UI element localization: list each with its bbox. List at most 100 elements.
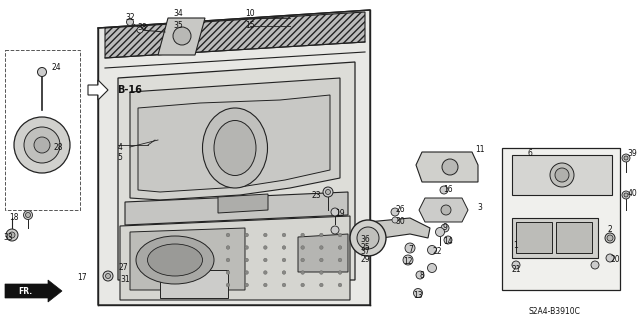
Ellipse shape (214, 121, 256, 175)
Polygon shape (502, 148, 620, 290)
Polygon shape (5, 280, 62, 302)
Text: 13: 13 (413, 291, 423, 300)
Circle shape (38, 68, 47, 77)
Circle shape (319, 271, 323, 274)
Polygon shape (125, 192, 348, 225)
Circle shape (226, 246, 230, 249)
Circle shape (428, 263, 436, 272)
Text: 10: 10 (245, 9, 255, 18)
Text: 34: 34 (173, 10, 183, 19)
Circle shape (245, 283, 248, 287)
Text: 15: 15 (245, 21, 255, 31)
Circle shape (512, 261, 520, 269)
Circle shape (622, 154, 630, 162)
Circle shape (282, 258, 286, 262)
Text: 29: 29 (360, 256, 370, 264)
Polygon shape (368, 218, 430, 240)
Bar (556, 222, 592, 253)
Text: 38: 38 (137, 24, 147, 33)
Polygon shape (298, 234, 348, 272)
Text: 21: 21 (511, 265, 521, 275)
Polygon shape (98, 10, 370, 305)
Circle shape (591, 261, 599, 269)
Circle shape (264, 246, 267, 249)
Text: 12: 12 (403, 256, 413, 265)
Circle shape (441, 224, 449, 232)
Circle shape (441, 205, 451, 215)
Text: 22: 22 (432, 248, 442, 256)
Text: 37: 37 (360, 248, 370, 256)
Bar (516, 222, 552, 253)
Text: 17: 17 (77, 273, 87, 283)
Circle shape (301, 233, 305, 237)
Circle shape (323, 187, 333, 197)
Text: 16: 16 (443, 186, 453, 195)
Text: 4: 4 (118, 143, 122, 152)
Text: 31: 31 (120, 276, 130, 285)
Circle shape (338, 233, 342, 237)
Circle shape (106, 273, 111, 278)
Circle shape (6, 229, 18, 241)
Circle shape (624, 156, 628, 160)
Circle shape (264, 271, 267, 274)
Circle shape (607, 235, 613, 241)
Polygon shape (105, 12, 365, 58)
Circle shape (245, 233, 248, 237)
Circle shape (416, 271, 424, 279)
Text: 14: 14 (443, 238, 453, 247)
Polygon shape (120, 216, 350, 300)
Circle shape (264, 258, 267, 262)
Text: 7: 7 (408, 246, 413, 255)
Circle shape (301, 271, 305, 274)
Polygon shape (88, 80, 108, 100)
Text: S2A4-B3910C: S2A4-B3910C (528, 308, 580, 316)
Text: 6: 6 (527, 149, 532, 158)
Circle shape (245, 246, 248, 249)
Circle shape (34, 137, 50, 153)
Circle shape (282, 246, 286, 249)
Circle shape (326, 189, 330, 195)
Circle shape (413, 288, 422, 298)
Circle shape (264, 233, 267, 237)
Circle shape (350, 220, 386, 256)
Circle shape (435, 227, 445, 236)
Text: 8: 8 (420, 271, 424, 280)
Text: 25: 25 (360, 243, 370, 253)
Text: 35: 35 (173, 21, 183, 31)
Circle shape (338, 246, 342, 249)
Polygon shape (160, 270, 228, 298)
Circle shape (428, 246, 436, 255)
Circle shape (338, 283, 342, 287)
Text: B-16: B-16 (118, 85, 143, 95)
Ellipse shape (202, 108, 268, 188)
Circle shape (282, 233, 286, 237)
Polygon shape (416, 152, 478, 182)
Text: 26: 26 (395, 205, 405, 214)
Text: 3: 3 (477, 204, 483, 212)
Text: 36: 36 (360, 235, 370, 244)
Circle shape (391, 208, 399, 216)
Circle shape (226, 258, 230, 262)
Ellipse shape (147, 244, 202, 276)
Polygon shape (512, 155, 612, 195)
Text: 18: 18 (9, 213, 19, 222)
Circle shape (555, 168, 569, 182)
Polygon shape (130, 228, 245, 290)
Circle shape (440, 186, 448, 194)
Circle shape (173, 27, 191, 45)
Circle shape (392, 217, 398, 223)
Circle shape (301, 283, 305, 287)
Circle shape (9, 232, 15, 238)
Polygon shape (419, 198, 468, 222)
Circle shape (245, 271, 248, 274)
Circle shape (442, 159, 458, 175)
Circle shape (338, 258, 342, 262)
Text: 32: 32 (125, 13, 135, 23)
Text: 23: 23 (311, 190, 321, 199)
Circle shape (319, 233, 323, 237)
Circle shape (605, 233, 615, 243)
Polygon shape (118, 62, 355, 280)
Text: 20: 20 (610, 256, 620, 264)
Circle shape (127, 19, 134, 26)
Circle shape (282, 283, 286, 287)
